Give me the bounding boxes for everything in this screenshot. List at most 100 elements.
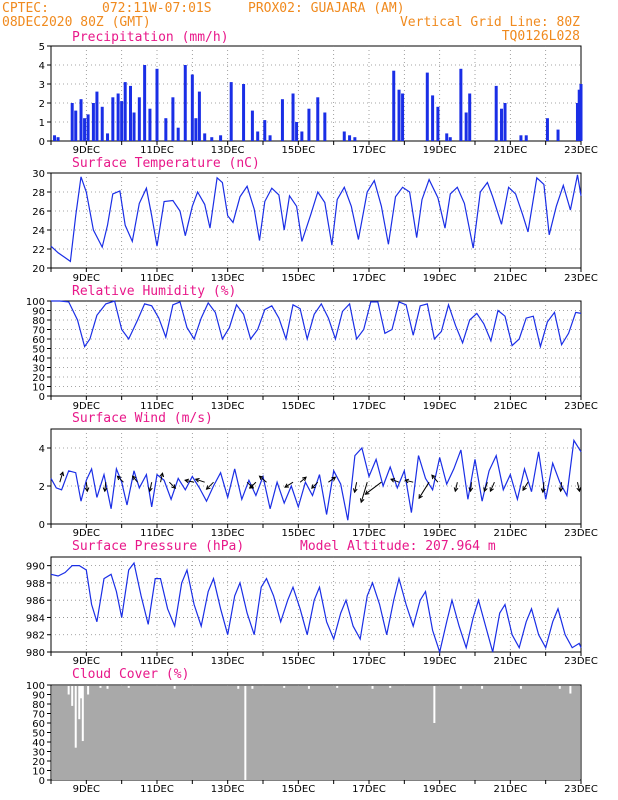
cloud-gap [389, 685, 392, 688]
header-date: 08DEC2020 80Z (GMT) [2, 15, 151, 30]
precip-bar [468, 93, 472, 141]
panel-title: Surface Temperature (nC) [72, 156, 260, 171]
x-tick-label: 15DEC [281, 656, 315, 667]
cloud-gap [67, 685, 70, 695]
cloud-gap [307, 685, 310, 689]
precip-bar [280, 99, 284, 141]
precip-bar [171, 97, 175, 141]
wind-arrow-head [258, 475, 264, 481]
header-code: TQ0126L028 [502, 29, 580, 44]
cloud-gap [251, 685, 254, 689]
cloud-gap [87, 685, 90, 695]
x-tick-label: 19DEC [423, 273, 457, 284]
x-tick-label: 21DEC [493, 656, 527, 667]
y-tick-label: 20 [32, 373, 45, 384]
wind-arrow-head [331, 476, 337, 482]
wind-arrow [405, 479, 414, 483]
y-tick-label: 50 [32, 345, 45, 356]
cloud-gap [481, 685, 484, 689]
precip-bar [392, 70, 396, 141]
wind-arrow-head [159, 472, 165, 478]
precip-bar [116, 93, 120, 141]
y-tick-label: 5 [39, 42, 45, 53]
cloud-gap [336, 685, 339, 688]
wind-arrow [299, 476, 307, 483]
y-tick-label: 4 [39, 444, 45, 455]
precip-bar [556, 129, 560, 141]
panel-annotation: Model Altitude: 207.964 m [300, 539, 496, 554]
panel-1: Precipitation (mm/h) 0 1 2 3 4 5 9DEC 11DEC 13DEC… [39, 30, 598, 156]
wind-arrow [160, 473, 164, 483]
wind-arrow-head [364, 490, 370, 495]
wind-arrow-head [540, 488, 546, 494]
wind-arrow [117, 475, 124, 483]
x-tick-label: 9DEC [73, 528, 100, 539]
header: CPTEC: 072:11W-07:01S PROX02: GUAJARA (A… [2, 1, 580, 44]
y-tick-label: 70 [32, 326, 45, 337]
x-tick-label: 21DEC [493, 145, 527, 156]
wind-arrow-head [116, 475, 122, 481]
x-tick-label: 11DEC [140, 401, 174, 412]
precip-bar [183, 65, 187, 141]
wind-arrow [469, 482, 472, 492]
cloud-gap [106, 685, 109, 689]
wind-arrow [311, 481, 319, 489]
precip-bar [459, 68, 463, 141]
wind-arrow-head [359, 498, 365, 504]
wind-arrow [249, 481, 257, 489]
y-tick-label: 30 [32, 748, 45, 759]
header-station: PROX02: GUAJARA (AM) [248, 1, 405, 16]
wind-arrow [132, 475, 138, 483]
x-tick-label: 13DEC [211, 784, 245, 795]
precip-bar [295, 122, 299, 141]
panel-4: Surface Wind (m/s) 0 2 4 9DEC 11DEC 13DEC 15DEC… [39, 411, 598, 539]
precip-bar [194, 118, 198, 141]
x-tick-label: 9DEC [73, 656, 100, 667]
cloud-gap [519, 685, 522, 689]
wind-arrow [328, 476, 336, 483]
x-tick-label: 17DEC [352, 273, 386, 284]
wind-arrow-head [131, 475, 137, 481]
precip-bar [129, 85, 132, 141]
precip-bar [242, 84, 246, 141]
precip-bar [401, 93, 405, 141]
panel-title: Surface Wind (m/s) [72, 411, 213, 426]
precip-bar [100, 106, 104, 141]
cloud-gap [71, 685, 74, 706]
x-tick-label: 21DEC [493, 528, 527, 539]
x-tick-label: 23DEC [564, 656, 598, 667]
wind-arrow-head [194, 478, 200, 483]
y-tick-label: 80 [32, 316, 45, 327]
x-tick-label: 13DEC [211, 145, 245, 156]
x-tick-label: 17DEC [352, 784, 386, 795]
y-tick-label: 20 [32, 757, 45, 768]
x-tick-label: 15DEC [281, 528, 315, 539]
cloud-gap [80, 685, 83, 699]
precip-bar [83, 118, 87, 141]
precip-bar [74, 110, 78, 141]
wind-arrow [206, 481, 214, 490]
x-tick-label: 17DEC [352, 656, 386, 667]
x-tick-label: 17DEC [352, 145, 386, 156]
panel-frame [50, 172, 582, 269]
y-tick-label: 2 [39, 482, 45, 493]
precip-bar [348, 135, 352, 141]
y-tick-label: 40 [32, 354, 45, 365]
y-tick-label: 984 [26, 613, 45, 624]
precip-bar [545, 118, 549, 141]
panel-2: Surface Temperature (nC) 20 22 24 26 28 30 9DEC… [32, 156, 598, 284]
wind-arrow-head [249, 484, 254, 489]
wind-arrow-head [576, 487, 582, 493]
precip-bar [316, 97, 320, 141]
precip-bar [176, 127, 180, 141]
precip-bar [256, 131, 260, 141]
panel-frame [50, 428, 582, 525]
y-tick-label: 24 [32, 226, 45, 237]
precip-bar [577, 89, 581, 141]
cloud-gap [173, 685, 176, 689]
panel-title: Precipitation (mm/h) [72, 30, 229, 45]
x-tick-label: 11DEC [140, 784, 174, 795]
y-tick-label: 982 [26, 631, 45, 642]
wind-arrow [522, 481, 529, 491]
